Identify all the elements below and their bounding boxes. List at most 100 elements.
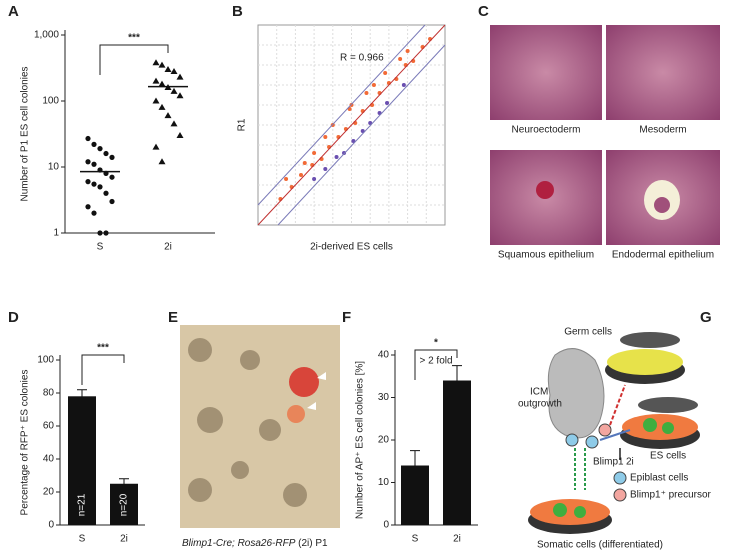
- structure: [654, 197, 670, 213]
- y-tick-label: 40: [378, 350, 390, 361]
- bar-label: n=20: [119, 493, 130, 516]
- caption-italic: Blimp1-Cre; Rosa26-RFP: [182, 538, 296, 549]
- y-axis-label: R1: [237, 118, 248, 131]
- point: [334, 155, 339, 159]
- diagram-label: Germ cells: [564, 327, 612, 338]
- point: [323, 167, 328, 171]
- point: [164, 112, 172, 119]
- legend-swatch: [613, 488, 627, 502]
- point: [158, 80, 166, 87]
- caption-rest: (2i) P1: [295, 538, 328, 549]
- point: [284, 177, 289, 181]
- y-tick-label: 1,000: [34, 30, 59, 41]
- point: [109, 174, 115, 180]
- bar: [443, 380, 471, 525]
- legend-label: Blimp1⁺ precursor: [630, 490, 712, 501]
- point: [176, 73, 184, 80]
- colony: [188, 478, 212, 502]
- y-tick-label: 80: [43, 388, 55, 399]
- diagram-label: outgrowth: [518, 399, 562, 410]
- point: [312, 151, 317, 155]
- image: [606, 25, 720, 120]
- epiblast-cell: [585, 435, 599, 449]
- panel-label: A: [8, 3, 19, 20]
- arrowheads: [307, 372, 326, 410]
- point: [91, 210, 97, 216]
- bar: [68, 396, 96, 525]
- point: [170, 67, 178, 74]
- significance-bracket: [81, 354, 125, 385]
- point: [109, 154, 115, 160]
- bar: [110, 483, 138, 525]
- point: [158, 61, 166, 68]
- point: [158, 158, 166, 165]
- panel-label: D: [8, 309, 19, 326]
- caption: Endodermal epithelium: [612, 250, 714, 261]
- point: [164, 66, 172, 73]
- dish-medium: [530, 499, 610, 525]
- y-tick-label: 100: [42, 96, 59, 107]
- significance-bracket: [414, 349, 458, 380]
- point: [85, 159, 91, 165]
- colony: [662, 422, 674, 434]
- point: [91, 181, 97, 187]
- point: [103, 230, 109, 236]
- dish-lid: [638, 397, 698, 413]
- colony: [283, 483, 307, 507]
- y-tick-label: 100: [37, 355, 54, 366]
- point: [170, 120, 178, 127]
- point: [176, 132, 184, 139]
- point: [152, 143, 160, 150]
- point: [152, 77, 160, 84]
- colony: [259, 419, 281, 441]
- y-tick-label: 40: [43, 454, 55, 465]
- point: [312, 177, 317, 181]
- point: [299, 173, 304, 177]
- error-bar: [452, 365, 462, 396]
- error-bar: [410, 450, 420, 481]
- diagram-label: ES cells: [650, 451, 686, 462]
- error-bar: [77, 389, 87, 403]
- x-axis-label: 2i-derived ES cells: [310, 242, 393, 253]
- diagram-label: ICM: [530, 387, 548, 398]
- point: [85, 135, 91, 142]
- colony: [231, 461, 249, 479]
- colony: [643, 418, 657, 432]
- point: [401, 83, 406, 87]
- point: [85, 204, 91, 210]
- colony: [553, 503, 567, 517]
- y-tick-label: 1: [53, 228, 59, 239]
- annotation: R = 0.966: [340, 53, 384, 64]
- arrow: [599, 429, 631, 441]
- bar-label: n=21: [77, 493, 88, 516]
- point: [176, 92, 184, 99]
- point: [364, 91, 369, 95]
- significance-bracket: [99, 44, 169, 75]
- colony: [197, 407, 223, 433]
- diagram: Germ cells ICM outgrowth ES cells 2i Bli…: [518, 327, 712, 551]
- y-tick-label: 10: [378, 477, 390, 488]
- y-tick-label: 0: [48, 520, 54, 531]
- panel-label: F: [342, 309, 351, 326]
- dish-medium: [607, 349, 683, 375]
- y-tick-label: 20: [378, 435, 390, 446]
- caption: Neuroectoderm: [512, 125, 581, 136]
- point: [323, 135, 328, 139]
- structure: [536, 181, 554, 199]
- y-tick-label: 0: [383, 520, 389, 531]
- point: [103, 190, 109, 196]
- point: [91, 141, 97, 148]
- x-tick-label: 2i: [164, 242, 172, 253]
- y-axis-label: Percentage of RFP⁺ ES colonies: [20, 370, 31, 516]
- panel-label: B: [232, 3, 243, 20]
- diagram-label: Blimp1: [593, 457, 624, 468]
- colony: [574, 506, 586, 518]
- colony-image: Blimp1-Cre; Rosa26-RFP (2i) P1: [180, 325, 340, 549]
- point: [152, 97, 160, 104]
- point: [342, 151, 347, 155]
- point: [97, 230, 103, 236]
- point: [91, 161, 97, 167]
- icm-outgrowth: [547, 348, 605, 439]
- significance: *: [434, 338, 438, 349]
- significance: ***: [97, 343, 109, 354]
